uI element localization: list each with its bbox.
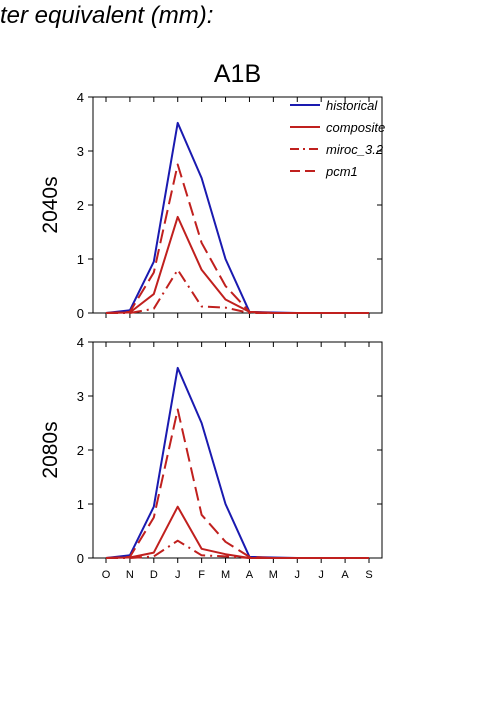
y-tick-label: 2 — [77, 443, 84, 458]
y-tick-label: 0 — [77, 306, 84, 321]
x-tick-label: J — [295, 569, 301, 581]
y-tick-label: 0 — [77, 551, 84, 566]
y-tick-label: 3 — [77, 144, 84, 159]
chart-panel-2080s: 0 1 2 3 4 O N D J F M A M J J A S 2080s — [39, 335, 383, 581]
y-axis-label: 2080s — [39, 421, 62, 478]
x-tick-label: A — [341, 569, 349, 581]
series-line-miroc-3-2 — [106, 268, 369, 314]
series-line-pcm1 — [105, 408, 369, 559]
x-tick-label: O — [102, 569, 111, 581]
x-tick-label: M — [269, 569, 278, 581]
legend-label: historical — [326, 98, 378, 113]
y-tick-label: 1 — [77, 252, 84, 267]
plot-frame — [92, 341, 383, 559]
x-tick-label: M — [221, 569, 230, 581]
y-tick-label: 4 — [77, 335, 84, 350]
x-tick-label: S — [365, 569, 372, 581]
y-tick-label: 1 — [77, 497, 84, 512]
legend-label: composite — [326, 120, 385, 135]
x-tick-label: A — [246, 569, 254, 581]
page-title: ter equivalent (mm): — [0, 2, 214, 29]
y-tick-label: 3 — [77, 389, 84, 404]
y-tick-label: 4 — [77, 90, 84, 105]
chart-legend: historical composite miroc_3.2 pcm1 — [290, 98, 385, 179]
y-tick-label: 2 — [77, 198, 84, 213]
legend-label: miroc_3.2 — [326, 142, 384, 157]
chart-panel-2040s: 0 1 2 3 4 A1B 2040s historical composite miroc_3.… — [39, 60, 385, 321]
x-tick-label: J — [175, 569, 181, 581]
chart-title: A1B — [214, 60, 261, 88]
x-tick-label: D — [150, 569, 158, 581]
y-axis-label: 2040s — [39, 176, 62, 233]
x-tick-label: N — [126, 569, 134, 581]
legend-label: pcm1 — [325, 164, 358, 179]
series-line-pcm1 — [105, 163, 369, 314]
x-tick-label: F — [198, 569, 205, 581]
series-line-historical — [105, 366, 369, 559]
x-tick-label: J — [318, 569, 324, 581]
